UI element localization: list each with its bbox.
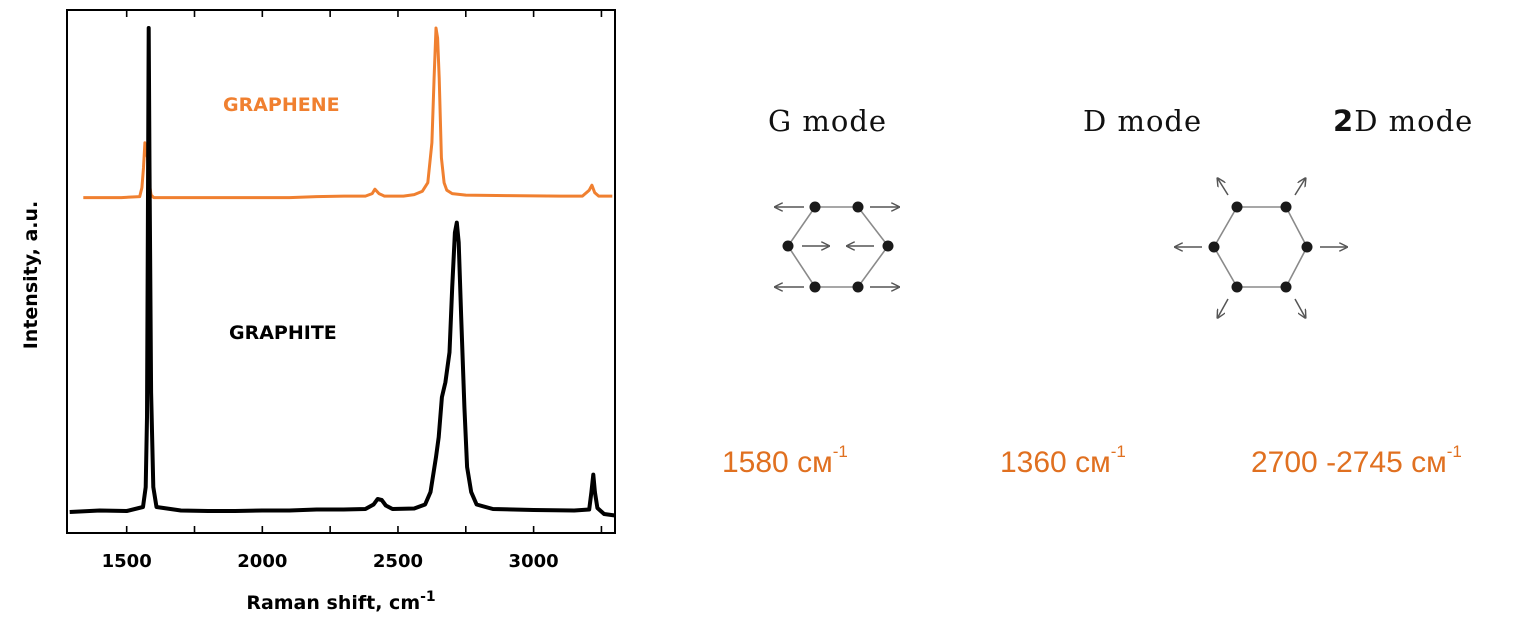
2d-mode-wavenumber-value: 2700 -2745 см — [1251, 446, 1447, 479]
vibration-arrows — [1176, 179, 1346, 317]
x-axis-ticks — [125, 10, 603, 533]
x-tick-label: 2500 — [373, 551, 423, 572]
x-tick-labels: 1500 2000 2500 3000 — [102, 551, 559, 572]
atom-dot — [809, 281, 821, 293]
atom-dot — [782, 240, 794, 252]
d-mode-wavenumber-exp: -1 — [1110, 442, 1126, 461]
atom-dot — [852, 201, 864, 213]
raman-spectrum-chart: 1500 2000 2500 3000 GRAPHENE GRAPHITE Inten… — [20, 9, 616, 614]
arrow-down-right-icon — [1294, 298, 1305, 317]
2d-mode-wavenumber: 2700 -2745 см-1 — [1251, 442, 1462, 480]
atom-dot — [1301, 241, 1313, 253]
2d-mode-title: 2D mode — [1333, 104, 1473, 138]
graphite-label: GRAPHITE — [229, 322, 337, 344]
arrow-up-left-icon — [1218, 179, 1229, 196]
carbon-atoms — [1208, 201, 1313, 293]
d-mode-title: D mode — [1083, 104, 1202, 138]
atom-dot — [1280, 201, 1292, 213]
series-line-graphite — [69, 26, 616, 518]
atom-dot — [1231, 201, 1243, 213]
atom-dot — [1208, 241, 1220, 253]
atom-dot — [882, 240, 894, 252]
vibration-arrows — [776, 207, 898, 287]
arrow-down-left-icon — [1218, 298, 1229, 317]
x-tick-label: 3000 — [509, 551, 559, 572]
g-mode-diagram — [760, 201, 920, 293]
x-axis-title: Raman shift, cm-1 — [246, 589, 435, 614]
g-mode-wavenumber-value: 1580 см — [722, 446, 833, 479]
series-layer — [69, 26, 616, 518]
d-mode-title-text: D mode — [1083, 104, 1203, 138]
atom-dot — [852, 281, 864, 293]
arrow-up-right-icon — [1294, 179, 1305, 196]
d-mode-wavenumber-value: 1360 см — [1000, 446, 1111, 479]
atom-dot — [1231, 281, 1243, 293]
d-mode-diagram — [1160, 165, 1360, 330]
g-mode-wavenumber-exp: -1 — [832, 442, 848, 461]
d-mode-wavenumber: 1360 см-1 — [1000, 442, 1126, 480]
x-tick-label: 1500 — [102, 551, 152, 572]
graphene-label: GRAPHENE — [223, 94, 340, 116]
g-mode-title: G mode — [768, 104, 887, 138]
2d-mode-title-prefix: 2 — [1333, 104, 1355, 138]
plot-frame — [66, 9, 616, 534]
series-line-graphene — [83, 26, 613, 200]
hexagon-ring — [1213, 206, 1308, 288]
atom-dot — [809, 201, 821, 213]
x-axis-title-sup: -1 — [420, 589, 436, 605]
g-mode-title-text: G mode — [768, 104, 888, 138]
hexagon-ring — [787, 206, 890, 288]
x-tick-label: 2000 — [237, 551, 287, 572]
atom-dot — [1280, 281, 1292, 293]
2d-mode-wavenumber-exp: -1 — [1446, 442, 1462, 461]
carbon-atoms — [782, 201, 894, 293]
g-mode-wavenumber: 1580 см-1 — [722, 442, 848, 480]
2d-mode-title-text: D mode — [1354, 104, 1474, 138]
x-axis-title-text: Raman shift, cm — [246, 592, 420, 614]
y-axis-title: Intensity, a.u. — [20, 201, 42, 350]
